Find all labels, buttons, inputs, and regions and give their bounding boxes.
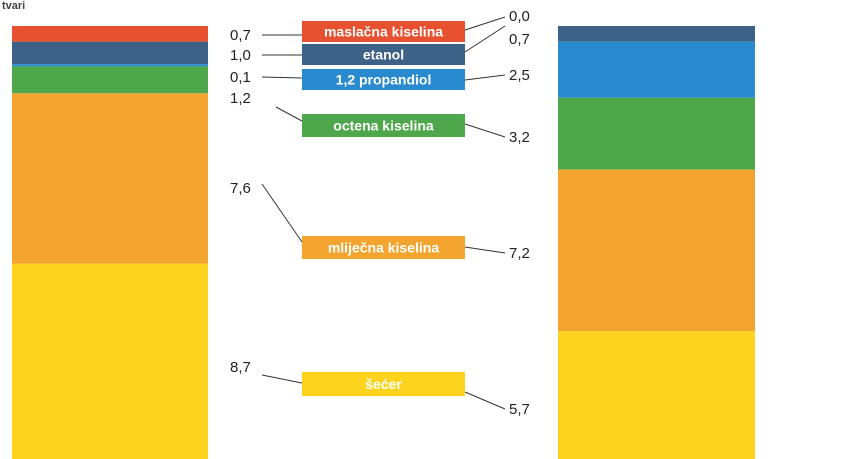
category-label: mliječna kiselina: [328, 240, 439, 256]
value-label-right: 0,0: [509, 8, 530, 25]
value-label-left: 1,0: [230, 47, 251, 64]
leader-line: [464, 123, 506, 138]
bar-segment: [558, 41, 755, 98]
category-label: etanol: [363, 47, 404, 63]
bar-segment: [12, 41, 208, 65]
leader-line: [261, 76, 303, 79]
legend-box: [302, 236, 465, 259]
legend-box: [302, 21, 465, 42]
legend-box: [302, 69, 465, 90]
leader-line: [464, 246, 506, 254]
bar-segment: [12, 26, 208, 42]
bar-segment: [12, 64, 208, 67]
leader-line: [275, 106, 303, 122]
leader-line: [464, 391, 506, 410]
value-label-right: 2,5: [509, 67, 530, 84]
value-label-left: 0,7: [230, 27, 251, 44]
value-label-right: 5,7: [509, 401, 530, 418]
leader-line: [464, 16, 506, 31]
leader-line: [261, 183, 303, 243]
value-label-left: 1,2: [230, 90, 251, 107]
bar-segment: [558, 26, 755, 42]
bar-segment: [558, 169, 755, 332]
bar-segment: [558, 97, 755, 170]
bar-segment: [12, 263, 208, 459]
value-label-right: 3,2: [509, 129, 530, 146]
legend-box: [302, 372, 465, 396]
value-label-left: 0,1: [230, 69, 251, 86]
value-label-right: 7,2: [509, 245, 530, 262]
value-label-left: 7,6: [230, 180, 251, 197]
corner-label: tvari: [2, 0, 26, 12]
leader-line: [464, 74, 506, 81]
legend-box: [302, 114, 465, 137]
leader-line: [261, 374, 303, 384]
category-label: šećer: [365, 376, 402, 392]
leader-line: [464, 25, 506, 53]
category-label: octena kiselina: [333, 118, 434, 134]
bar-segment: [12, 66, 208, 94]
value-label-right: 0,7: [509, 31, 530, 48]
category-label: 1,2 propandiol: [336, 72, 432, 88]
legend-box: [302, 44, 465, 65]
bar-segment: [558, 331, 755, 459]
category-label: maslačna kiselina: [324, 24, 443, 40]
value-label-left: 8,7: [230, 359, 251, 376]
bar-segment: [12, 93, 208, 264]
